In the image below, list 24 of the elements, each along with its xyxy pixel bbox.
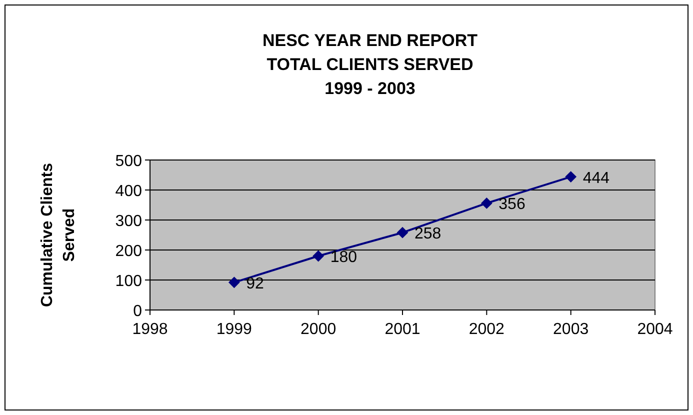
y-tick-label: 200 (115, 243, 142, 260)
point (312, 250, 324, 262)
data-label: 444 (582, 170, 610, 187)
point (397, 227, 408, 238)
point (481, 198, 492, 209)
y-tick-label: 300 (115, 213, 142, 230)
y-tick-label: 100 (115, 273, 142, 290)
point (228, 276, 240, 288)
data-label: 356 (498, 196, 526, 214)
x-tick-label: 1999 (216, 321, 252, 338)
x-tick-label: 2004 (637, 321, 673, 338)
y-tick-label: 0 (133, 303, 142, 320)
y-tick-label: 500 (115, 153, 142, 170)
x-tick-label: 1998 (132, 321, 168, 338)
data-label: 258 (414, 226, 442, 243)
x-tick-label: 2000 (300, 321, 336, 338)
point (565, 171, 576, 182)
x-tick-label: 2002 (468, 321, 505, 338)
x-tick-label: 2003 (553, 321, 589, 338)
y-axis-title: Cumulative Clients Served (39, 162, 78, 308)
data-label: 180 (330, 249, 358, 266)
x-tick-label: 2001 (384, 321, 420, 338)
y-tick-label: 400 (115, 183, 142, 200)
chart-title: NESC YEAR END REPORT TOTAL CLIENTS SERVED 1999 - 2003 (262, 31, 478, 98)
